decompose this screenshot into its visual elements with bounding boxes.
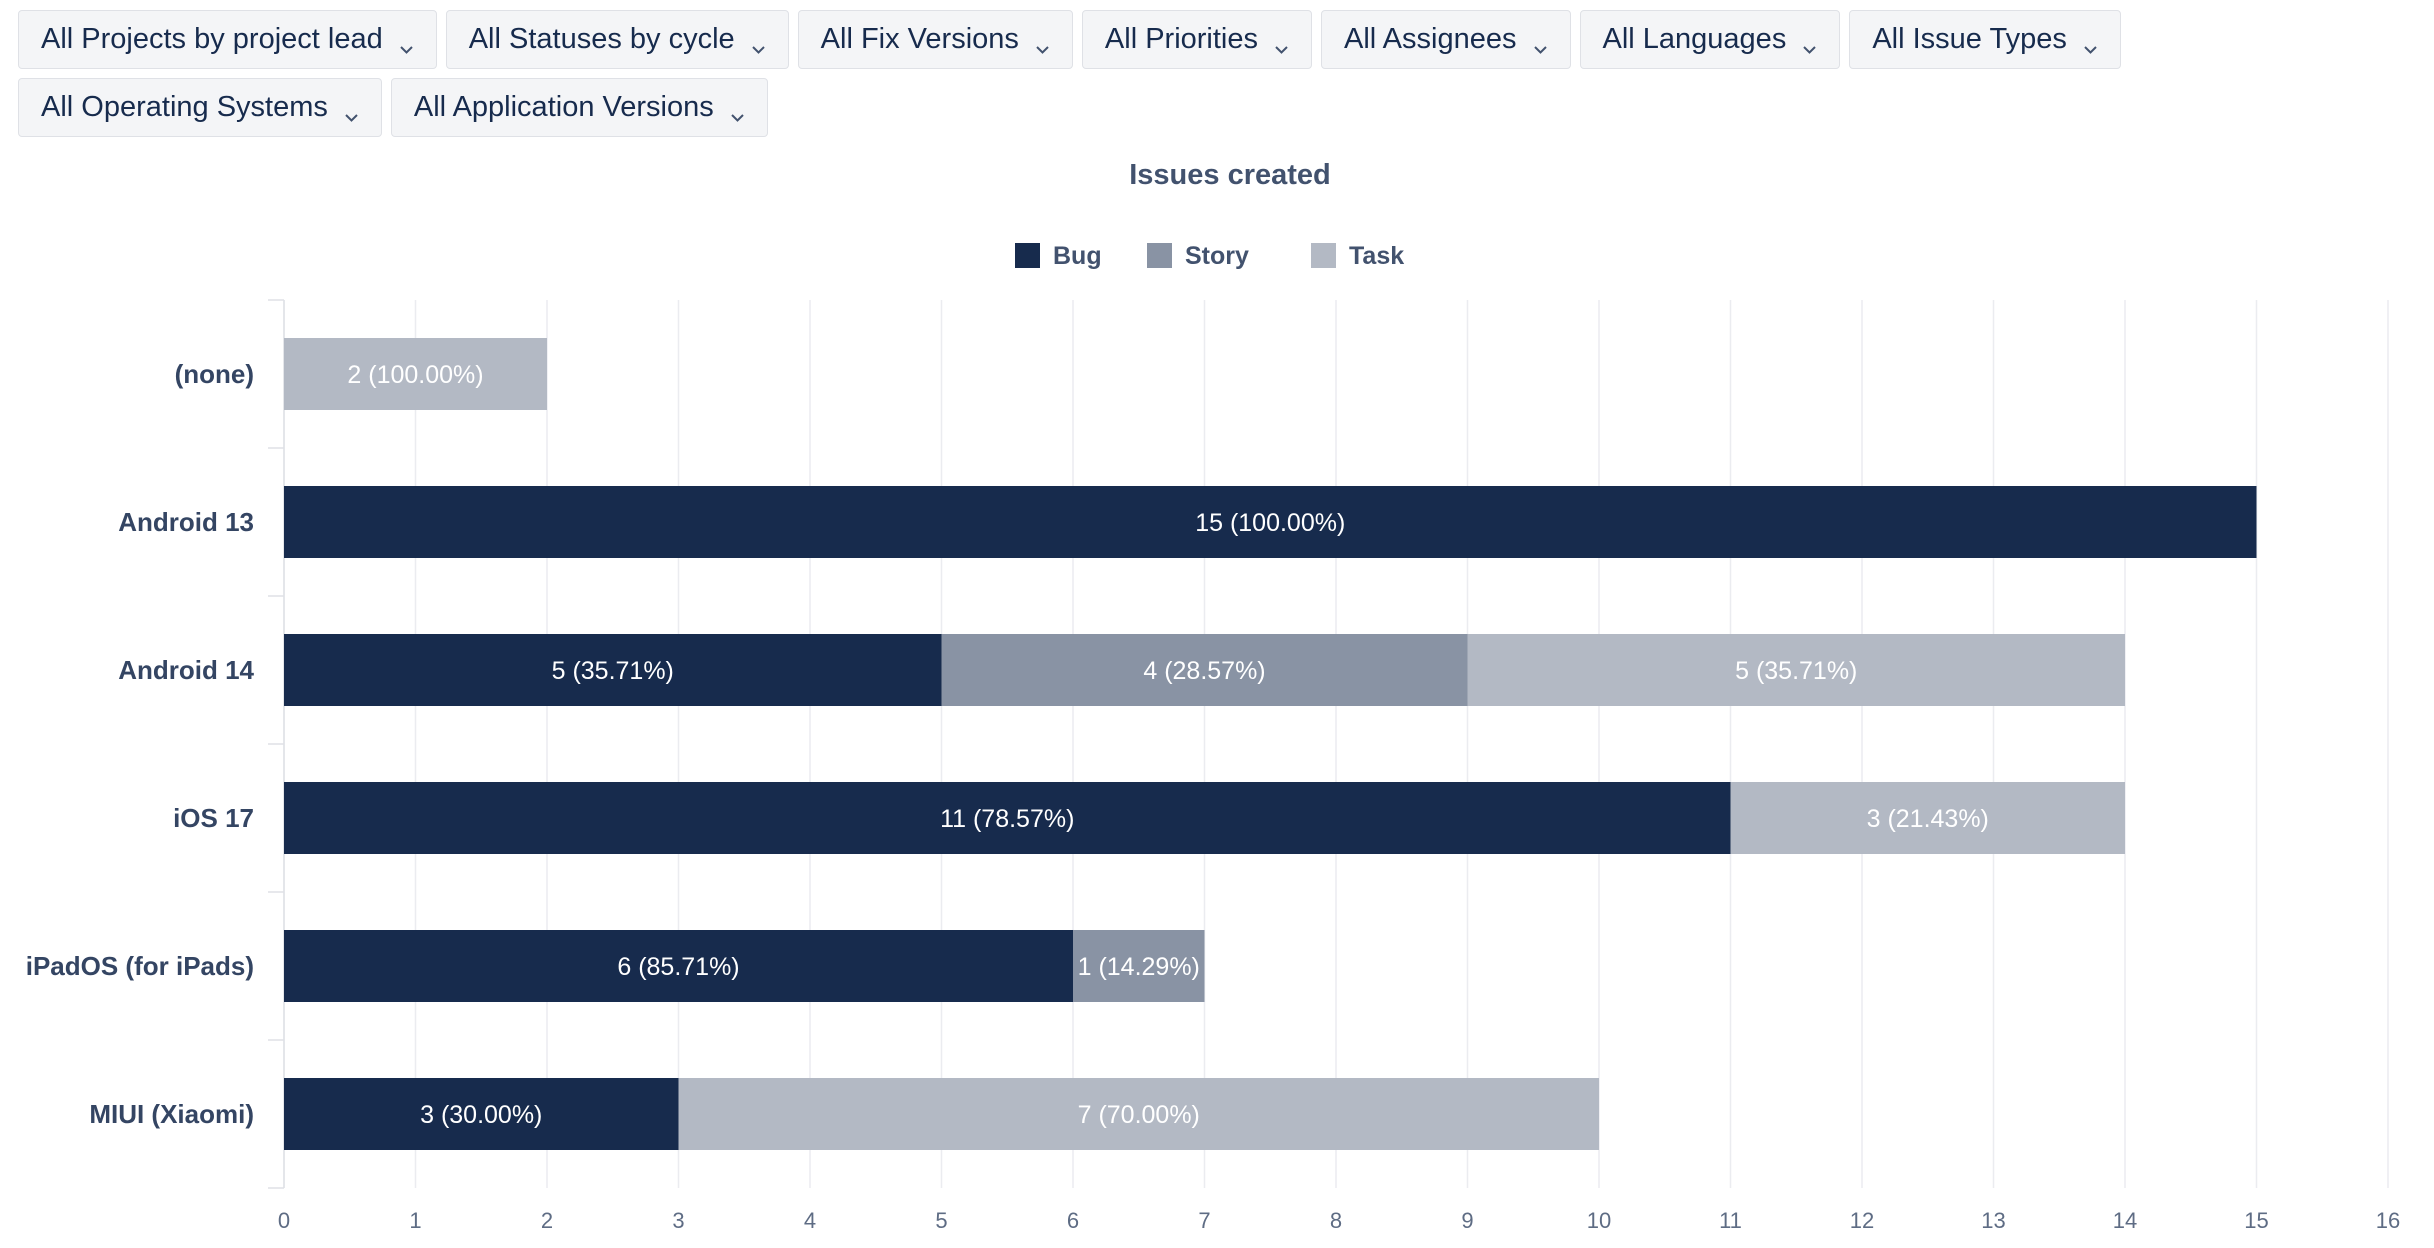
x-tick-label: 4 [804, 1208, 816, 1233]
legend-item-task[interactable]: Task [1311, 242, 1404, 270]
x-tick-label: 3 [672, 1208, 684, 1233]
category-label: MIUI (Xiaomi) [89, 1099, 254, 1129]
bar-data-label: 7 (70.00%) [1078, 1101, 1200, 1129]
bar-data-label: 5 (35.71%) [1735, 657, 1857, 685]
filter-bar: All Projects by project lead All Statuses… [18, 10, 2398, 137]
bar-bug[interactable] [284, 930, 1073, 1002]
filter-issue-types-dropdown[interactable]: All Issue Types [1849, 10, 2121, 69]
filter-projects-dropdown[interactable]: All Projects by project lead [18, 10, 437, 69]
category-label: Android 14 [118, 655, 254, 685]
legend-swatch [1311, 243, 1336, 268]
filter-label: All Issue Types [1872, 23, 2067, 55]
filter-label: All Application Versions [413, 91, 714, 123]
filter-fix-versions-dropdown[interactable]: All Fix Versions [797, 10, 1073, 69]
x-tick-label: 9 [1461, 1208, 1473, 1233]
category-label: Android 13 [118, 507, 254, 537]
bar-task[interactable] [678, 1078, 1600, 1150]
chevron-down-icon [1533, 32, 1548, 54]
x-tick-label: 2 [541, 1208, 553, 1233]
bar-data-label: 3 (21.43%) [1867, 805, 1989, 833]
filter-label: All Priorities [1104, 23, 1258, 55]
filter-priorities-dropdown[interactable]: All Priorities [1081, 10, 1312, 69]
bar-data-label: 1 (14.29%) [1078, 953, 1200, 981]
bar-data-label: 3 (30.00%) [420, 1101, 542, 1129]
bar-data-label: 5 (35.71%) [552, 657, 674, 685]
bar-bug[interactable] [284, 634, 942, 706]
legend-label: Task [1349, 242, 1404, 270]
bar-task[interactable] [284, 338, 547, 410]
chevron-down-icon [399, 32, 414, 54]
bar-story[interactable] [1073, 930, 1205, 1002]
x-tick-label: 1 [409, 1208, 421, 1233]
bar-bug[interactable] [284, 486, 2257, 558]
chart-bars: 2 (100.00%) 15 (100.00%) 5 (35.71%) 4 (28.5… [284, 338, 2257, 1150]
x-tick-label: 5 [935, 1208, 947, 1233]
bar-bug[interactable] [284, 1078, 679, 1150]
x-tick-label: 8 [1330, 1208, 1342, 1233]
category-label: iOS 17 [173, 803, 254, 833]
filter-label: All Operating Systems [41, 91, 328, 123]
x-tick-label: 6 [1067, 1208, 1079, 1233]
bar-data-label: 2 (100.00%) [347, 361, 483, 389]
filter-assignees-dropdown[interactable]: All Assignees [1321, 10, 1571, 69]
legend-label: Story [1185, 242, 1249, 270]
filter-application-versions-dropdown[interactable]: All Application Versions [390, 78, 768, 137]
chevron-down-icon [751, 32, 766, 54]
value-axis: 0 1 2 3 4 5 6 7 8 9 10 11 12 13 14 15 16 [278, 1208, 2400, 1233]
x-tick-label: 0 [278, 1208, 290, 1233]
bar-story[interactable] [941, 634, 1468, 706]
category-label: (none) [175, 359, 254, 389]
bar-bug[interactable] [284, 782, 1731, 854]
chevron-down-icon [344, 100, 359, 122]
bar-data-label: 4 (28.57%) [1143, 657, 1265, 685]
bar-task[interactable] [1730, 782, 2126, 854]
chevron-down-icon [1802, 32, 1817, 54]
filter-label: All Statuses by cycle [468, 23, 735, 55]
bar-task[interactable] [1467, 634, 2126, 706]
category-label: iPadOS (for iPads) [26, 951, 254, 981]
legend-label: Bug [1053, 242, 1102, 270]
filter-operating-systems-dropdown[interactable]: All Operating Systems [18, 78, 382, 137]
bar-data-label: 11 (78.57%) [940, 805, 1074, 833]
chart-title: Issues created [1129, 159, 1331, 191]
bar-data-label: 6 (85.71%) [617, 953, 739, 981]
chart-grid [268, 299, 2389, 1189]
bar-data-label: 15 (100.00%) [1195, 509, 1345, 537]
chart-legend: Bug Story Task [1015, 242, 1404, 270]
chevron-down-icon [730, 100, 745, 122]
filter-label: All Fix Versions [820, 23, 1019, 55]
filter-label: All Assignees [1344, 23, 1517, 55]
category-axis: (none) Android 13 Android 14 iOS 17 iPadOS (… [26, 359, 255, 1129]
legend-item-bug[interactable]: Bug [1015, 242, 1102, 270]
x-tick-label: 15 [2244, 1208, 2268, 1233]
chevron-down-icon [1035, 32, 1050, 54]
x-tick-label: 16 [2376, 1208, 2400, 1233]
x-tick-label: 14 [2113, 1208, 2137, 1233]
filter-label: All Languages [1602, 23, 1787, 55]
legend-swatch [1147, 243, 1172, 268]
x-tick-label: 13 [1981, 1208, 2005, 1233]
legend-swatch [1015, 243, 1040, 268]
filter-languages-dropdown[interactable]: All Languages [1579, 10, 1841, 69]
chevron-down-icon [1274, 32, 1289, 54]
filter-statuses-dropdown[interactable]: All Statuses by cycle [445, 10, 789, 69]
x-tick-label: 11 [1719, 1208, 1742, 1233]
legend-item-story[interactable]: Story [1147, 242, 1249, 270]
x-tick-label: 10 [1587, 1208, 1611, 1233]
chevron-down-icon [2083, 32, 2098, 54]
x-tick-label: 7 [1198, 1208, 1210, 1233]
filter-label: All Projects by project lead [41, 23, 383, 55]
x-tick-label: 12 [1850, 1208, 1874, 1233]
